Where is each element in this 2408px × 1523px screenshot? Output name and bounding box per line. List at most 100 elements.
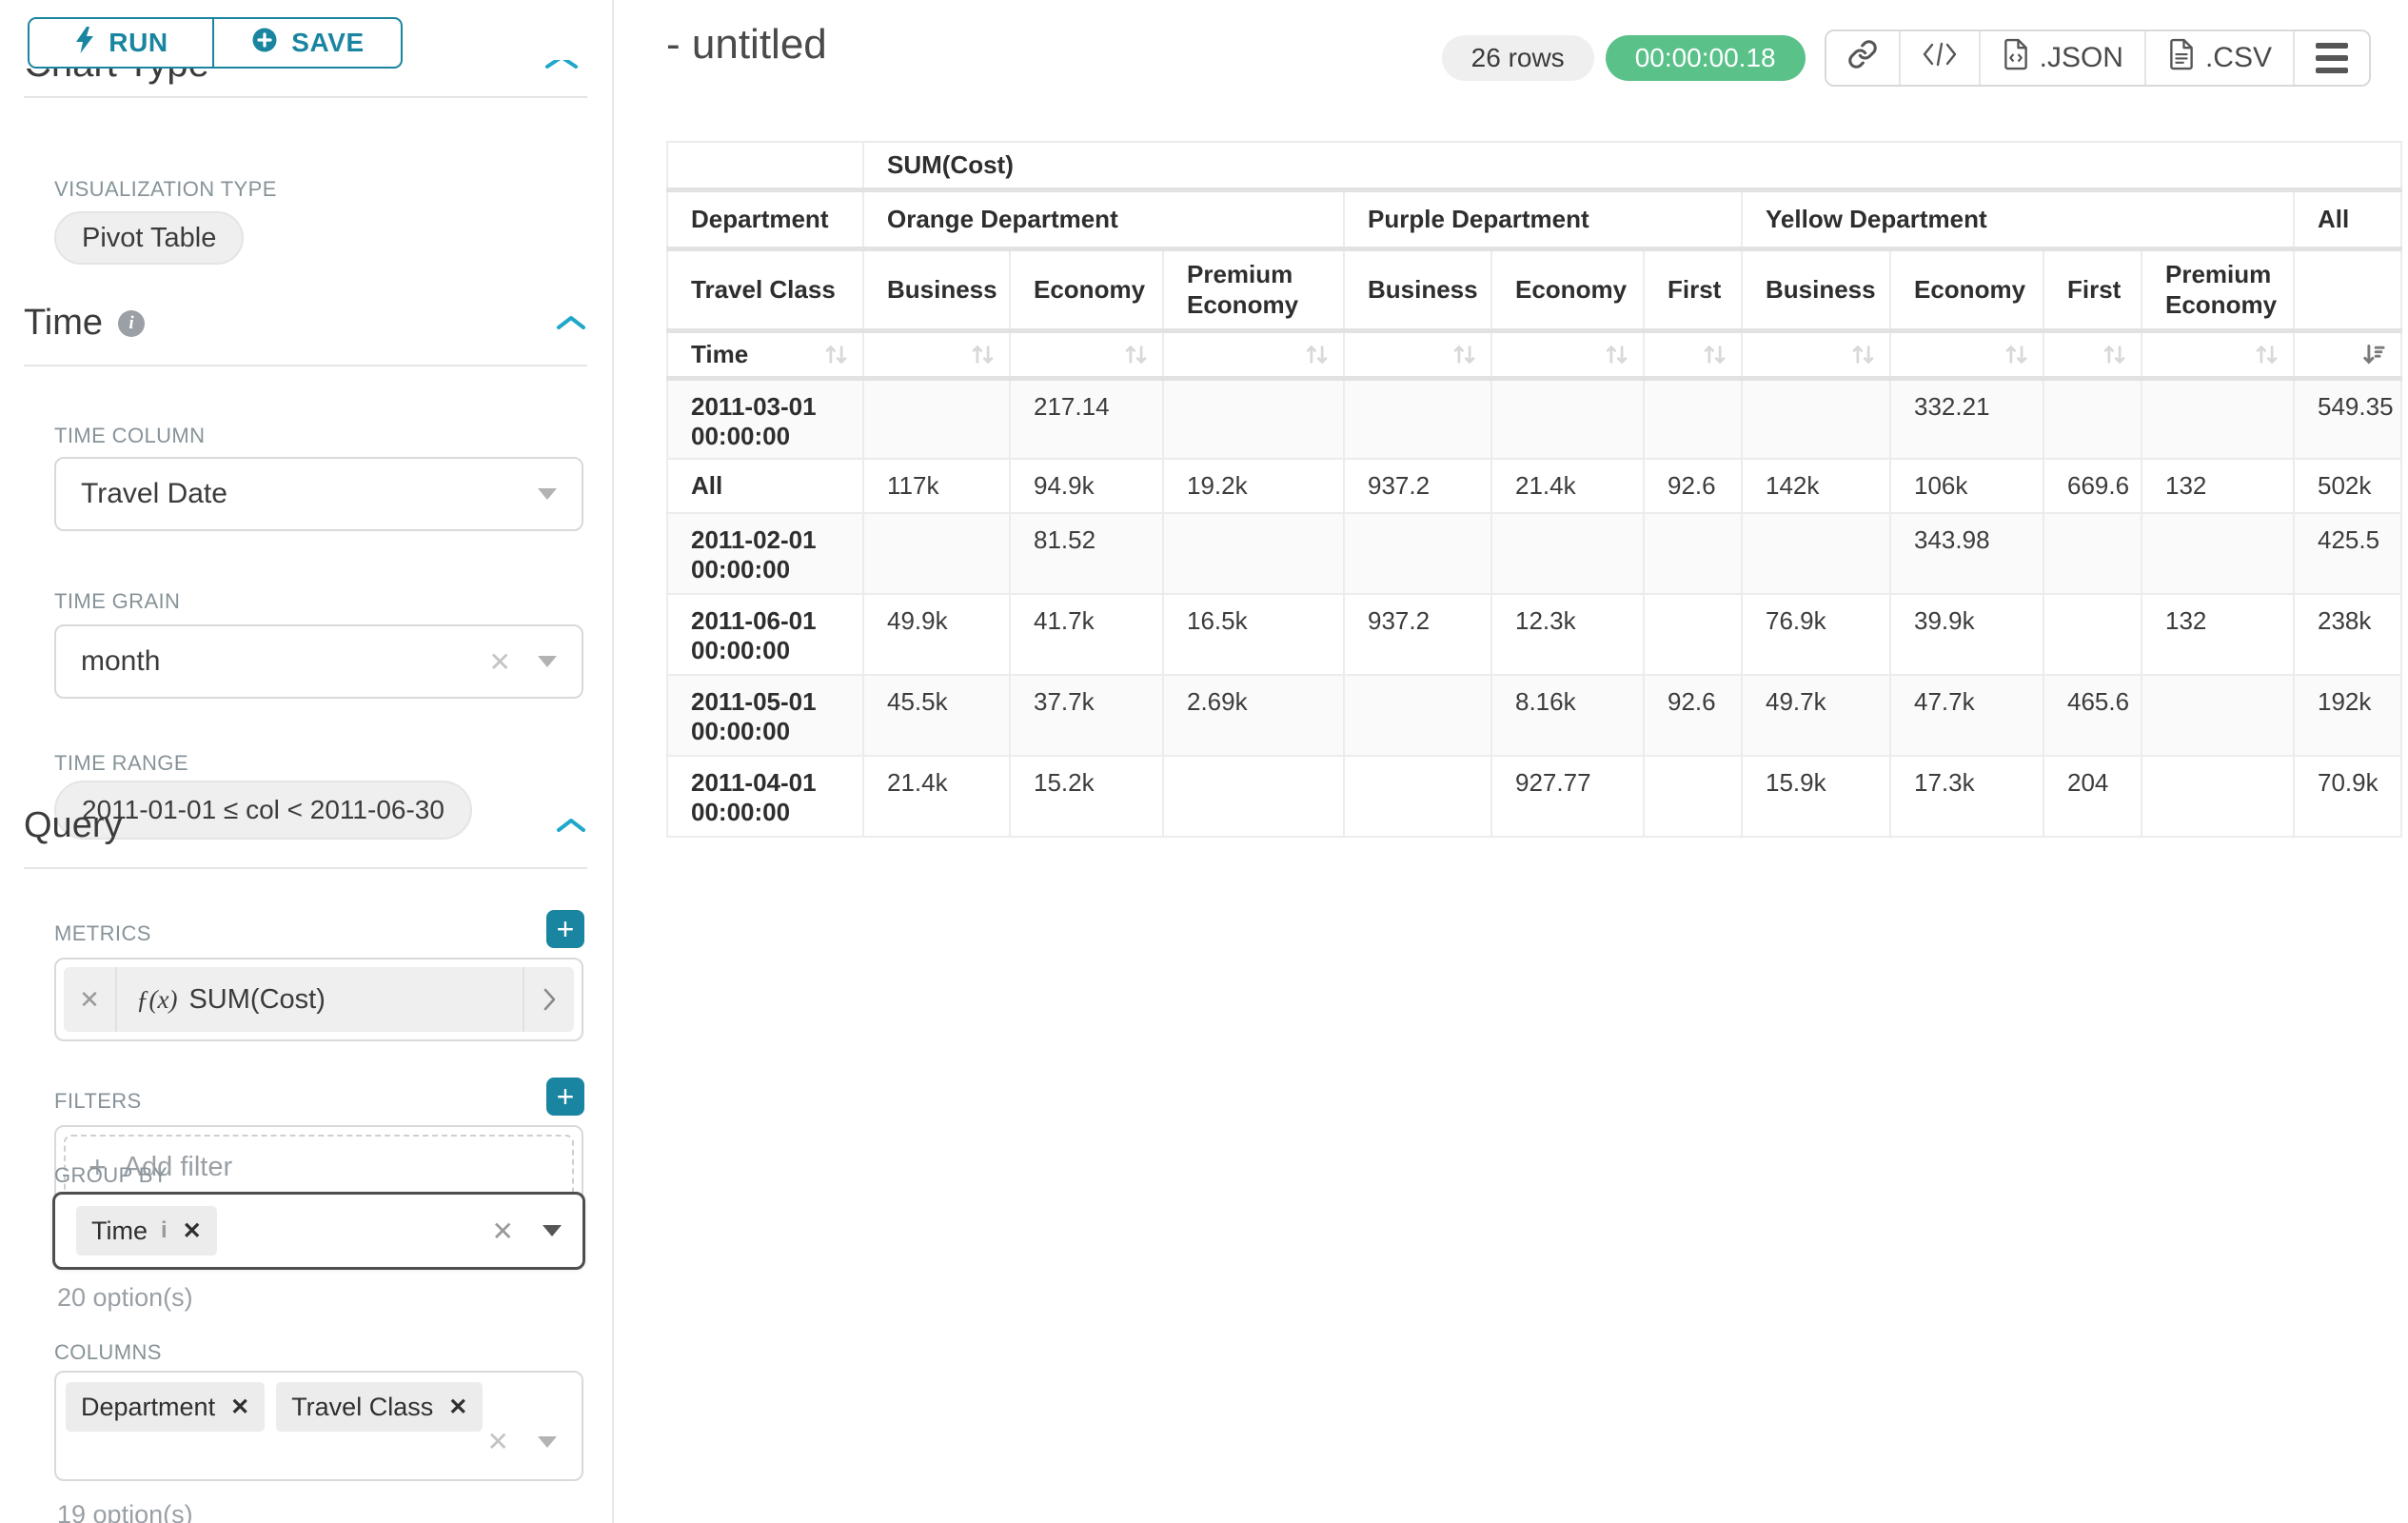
pivot-cell: 21.4k [1490,458,1645,514]
sort-icon[interactable] [823,342,849,367]
column-header: Economy [1009,247,1164,333]
time-column-select[interactable]: Travel Date [54,457,583,531]
sort-header[interactable] [1009,329,1164,381]
embed-code-button[interactable] [1898,31,1979,85]
add-filter-plus-button[interactable]: + [546,1078,584,1116]
metric-name: SUM(Cost) [188,983,326,1015]
pivot-cell: 669.6 [2043,458,2142,514]
query-section-header: Query [24,805,123,845]
time-range-pill[interactable]: 2011-01-01 ≤ col < 2011-06-30 [54,781,472,840]
pivot-cell: 12.3k [1490,593,1645,676]
time-grain-select[interactable]: month ✕ [54,624,583,699]
sort-header[interactable] [1889,329,2044,381]
json-file-icon [2002,37,2030,79]
columns-select[interactable]: Department ✕ Travel Class ✕ ✕ [54,1371,583,1481]
pivot-cell: 47.7k [1889,674,2044,757]
menu-button[interactable] [2293,31,2369,85]
sort-header[interactable] [1643,329,1743,381]
add-metric-button[interactable]: + [546,910,584,948]
chart-title[interactable]: - untitled [666,21,827,68]
sort-icon[interactable] [970,342,996,367]
sort-icon[interactable] [1123,342,1149,367]
remove-tag-icon[interactable]: ✕ [448,1394,468,1420]
sort-header[interactable] [2043,329,2142,381]
sort-icon[interactable] [1604,342,1629,367]
chart-panel: - untitled 26 rows 00:00:00.18 [616,0,2408,1523]
time-grain-label: TIME GRAIN [54,589,181,613]
chart-type-collapse-icon[interactable] [543,60,586,70]
clear-icon[interactable]: ✕ [488,646,511,677]
pivot-table-container: SUM(Cost) Department Orange Department Purp… [666,141,2403,838]
pivot-cell [2141,512,2295,595]
run-button[interactable]: RUN [28,17,214,69]
viz-type-pill[interactable]: Pivot Table [54,211,245,265]
time-column-label: TIME COLUMN [54,424,206,447]
clear-icon[interactable]: ✕ [486,1427,509,1456]
csv-file-icon [2167,37,2196,79]
column-header: Business [1741,247,1891,333]
pivot-cell: 17.3k [1889,755,2044,838]
filters-label: FILTERS [54,1089,142,1113]
clear-icon[interactable]: ✕ [491,1216,514,1246]
sort-icon[interactable] [1451,342,1477,367]
sort-desc-icon[interactable] [2361,342,2387,367]
sort-header[interactable]: Time [666,329,864,381]
pivot-cell [2043,593,2142,676]
pivot-cell: 937.2 [1343,458,1492,514]
metric-pill[interactable]: ✕ ƒ(x) SUM(Cost) [64,967,574,1032]
sort-header[interactable] [2292,329,2403,381]
info-icon: i [161,1217,168,1243]
pivot-cell [862,377,1011,460]
link-icon [1847,39,1878,77]
pivot-cell: 549.35 [2292,377,2403,460]
table-row: Travel Class Business Economy Premium Econo… [666,247,2403,333]
remove-metric-icon[interactable]: ✕ [64,967,117,1032]
export-json-button[interactable]: .JSON [1978,31,2144,85]
export-csv-button[interactable]: .CSV [2143,31,2293,85]
pivot-cell [1162,377,1345,460]
sort-header[interactable] [1741,329,1891,381]
remove-tag-icon[interactable]: ✕ [182,1217,202,1244]
save-button[interactable]: SAVE [212,17,403,69]
columns-tag: Department ✕ [66,1382,266,1432]
pivot-cell [1741,377,1891,460]
column-header: Economy [1889,247,2044,333]
remove-tag-icon[interactable]: ✕ [230,1394,250,1420]
time-collapse-icon[interactable] [556,314,586,336]
pivot-cell: 21.4k [862,755,1011,838]
pivot-cell: 76.9k [1741,593,1891,676]
sort-icon[interactable] [2102,342,2127,367]
sort-header[interactable] [862,329,1011,381]
pivot-cell [1343,674,1492,757]
sort-icon[interactable] [2254,342,2280,367]
column-group-header: Yellow Department [1741,188,2295,251]
sort-header[interactable] [1162,329,1345,381]
fx-icon: ƒ(x) [136,984,178,1014]
query-collapse-icon[interactable] [556,817,586,839]
group-by-option-count: 20 option(s) [57,1283,193,1312]
sort-header[interactable] [2141,329,2295,381]
chevron-right-icon[interactable] [523,967,574,1032]
pivot-cell [862,512,1011,595]
table-row: Time [666,329,2403,381]
sort-icon[interactable] [1304,342,1330,367]
sort-icon[interactable] [2003,342,2029,367]
pivot-cell [1343,377,1492,460]
chart-type-heading: Chart Type [24,69,433,85]
pivot-cell: 132 [2141,593,2295,676]
code-icon [1922,41,1958,75]
sort-header[interactable] [1343,329,1492,381]
control-panel: RUN SAVE Chart Type VISUALIZATION TYPE P… [0,0,614,1523]
pivot-table: SUM(Cost) Department Orange Department Purp… [666,141,2403,838]
group-by-label: GROUP BY [54,1163,168,1187]
sort-header[interactable] [1490,329,1645,381]
sort-icon[interactable] [1850,342,1876,367]
sort-icon[interactable] [1702,342,1727,367]
group-by-select[interactable]: Time i ✕ ✕ [52,1192,585,1270]
chevron-down-icon [543,1225,562,1236]
column-group-header: Orange Department [862,188,1345,251]
pivot-cell: 117k [862,458,1011,514]
pivot-cell [2141,674,2295,757]
column-header: First [1643,247,1743,333]
copy-link-button[interactable] [1826,31,1899,85]
